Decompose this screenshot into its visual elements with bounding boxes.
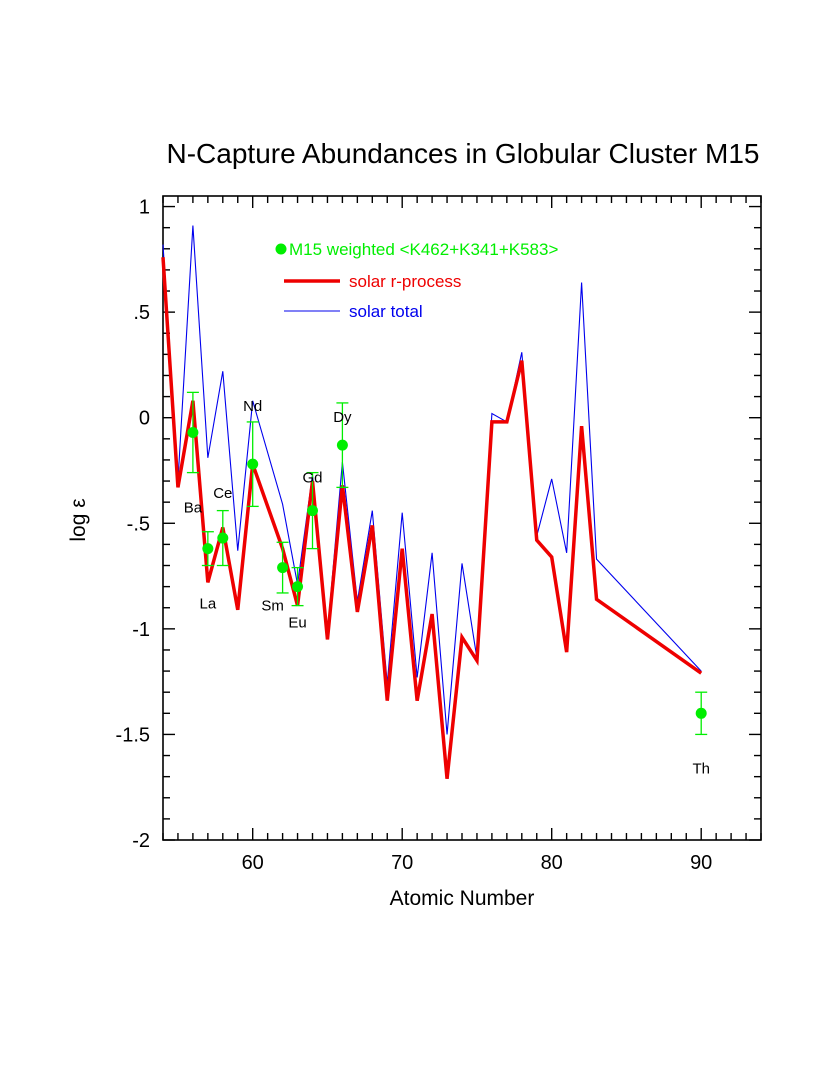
x-tick-label: 70 [391, 852, 413, 874]
legend-label-m15: M15 weighted <K462+K341+K583> [289, 240, 558, 259]
element-label-eu: Eu [288, 615, 306, 632]
data-point-ba [187, 426, 199, 438]
series-lines [161, 225, 703, 779]
data-point-gd [307, 505, 318, 517]
solar-total-line [162, 225, 702, 735]
data-point-th [695, 707, 707, 719]
y-tick-label: -1.5 [116, 724, 150, 746]
x-tick-label: 60 [242, 852, 264, 874]
solar-r-process-line [161, 257, 703, 779]
x-tick-label: 80 [541, 852, 563, 874]
element-label-dy: Dy [333, 409, 352, 426]
legend-label-r-process: solar r-process [349, 272, 461, 291]
element-label-th: Th [692, 760, 710, 777]
element-label-ce: Ce [213, 485, 232, 502]
y-tick-label: -2 [132, 830, 150, 852]
data-point-nd [247, 458, 259, 470]
plot-frame [162, 195, 762, 841]
y-axis-label: log ε [67, 498, 90, 541]
y-tick-label: 0 [139, 408, 150, 430]
axis-ticks [162, 196, 762, 841]
element-label-ba: Ba [184, 499, 203, 516]
x-axis-label: Atomic Number [390, 887, 535, 910]
y-tick-label: -1 [132, 619, 150, 641]
data-point-sm [277, 562, 289, 574]
element-label-sm: Sm [261, 598, 284, 615]
chart-title: N-Capture Abundances in Globular Cluster… [167, 138, 760, 169]
y-tick-label: -.5 [127, 513, 150, 535]
x-tick-label: 90 [690, 852, 712, 874]
y-tick-label: .5 [133, 302, 150, 324]
legend-label-solar-total: solar total [349, 302, 423, 321]
data-point-ce [217, 532, 229, 544]
y-tick-label: 1 [139, 197, 150, 219]
legend-marker [275, 243, 287, 255]
data-point-la [202, 543, 214, 555]
element-label-nd: Nd [243, 398, 262, 415]
element-label-la: La [200, 596, 217, 613]
data-point-eu [292, 581, 304, 593]
data-point-dy [336, 439, 348, 451]
axis-tick-labels: 60 70 80 90 1 .5 0 -.5 -1 -1.5 -2 [116, 197, 713, 874]
legend: M15 weighted <K462+K341+K583> solar r-pro… [275, 240, 558, 321]
element-label-gd: Gd [302, 470, 322, 487]
